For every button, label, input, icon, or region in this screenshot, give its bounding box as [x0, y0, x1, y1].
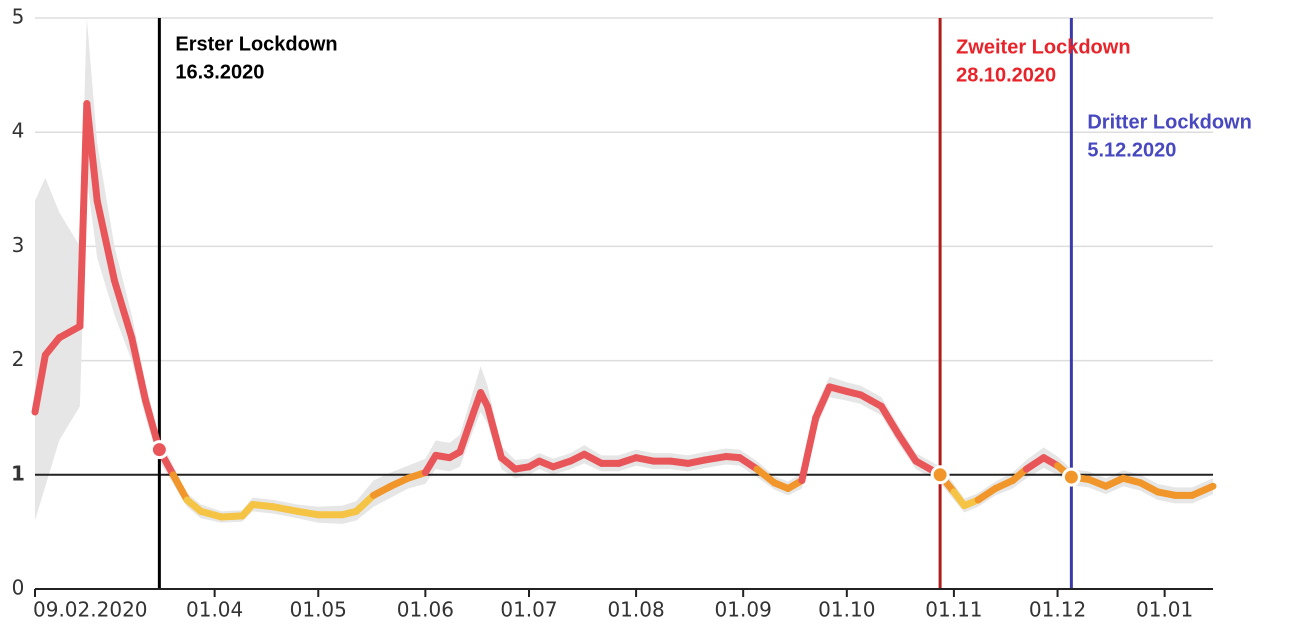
lockdown-marker: [149, 440, 169, 460]
lockdown-date: 5.12.2020: [1087, 139, 1176, 161]
r-line-segment: [877, 402, 903, 439]
y-tick-label: 0: [12, 576, 25, 600]
x-tick-label: 01.01: [1136, 598, 1193, 622]
r-line-segment: [93, 197, 118, 285]
x-tick-label: 01.09: [715, 598, 772, 622]
r-line-segment: [456, 408, 478, 456]
x-tick-label: 01.04: [186, 598, 243, 622]
r-line-segment: [895, 431, 920, 465]
y-tick-label: 5: [12, 5, 25, 29]
y-tick-label: 2: [12, 347, 25, 371]
r-line-segment: [83, 100, 101, 205]
r-line-segment: [128, 334, 150, 405]
lockdown-marker: [930, 465, 950, 485]
r-line-segment: [798, 414, 820, 485]
x-tick-label: 01.06: [397, 598, 454, 622]
r-line-segment: [76, 100, 91, 330]
r-line-segment: [352, 491, 378, 515]
r-line-segment: [294, 507, 322, 519]
r-line-segment: [701, 453, 730, 464]
r-line-segment: [269, 503, 302, 515]
r-line-segment: [484, 402, 505, 462]
r-line-segment: [55, 322, 84, 342]
y-tick-label: 4: [12, 119, 25, 143]
lockdown-marker: [1061, 467, 1081, 487]
x-tick-label: 01.11: [925, 598, 982, 622]
r-line-segment: [197, 507, 226, 521]
r-line-segment: [31, 351, 49, 416]
x-tick-label: 01.07: [500, 598, 557, 622]
confidence-band: [35, 18, 1213, 524]
y-tick-label: 1: [11, 461, 25, 485]
x-tick-label: 01.08: [607, 598, 664, 622]
lockdown-date: 28.10.2020: [956, 64, 1056, 86]
x-tick-label: 01.12: [1029, 598, 1086, 622]
x-tick-label: 01.10: [818, 598, 875, 622]
r-line-segment: [41, 334, 63, 359]
y-tick-label: 3: [12, 233, 25, 257]
r-line-segment: [812, 383, 834, 422]
r-line-segment: [1188, 482, 1217, 499]
lockdown-label: Dritter Lockdown: [1087, 111, 1251, 133]
lockdown-date: 16.3.2020: [175, 61, 264, 83]
lockdown-label: Zweiter Lockdown: [956, 36, 1130, 58]
lockdown-label: Erster Lockdown: [175, 33, 337, 55]
r-line-segment: [169, 471, 191, 504]
x-tick-label: 09.02.2020: [33, 598, 148, 622]
r-line-segment: [110, 277, 136, 342]
x-tick-label: 01.05: [290, 598, 347, 622]
r-line-segment: [753, 465, 778, 487]
